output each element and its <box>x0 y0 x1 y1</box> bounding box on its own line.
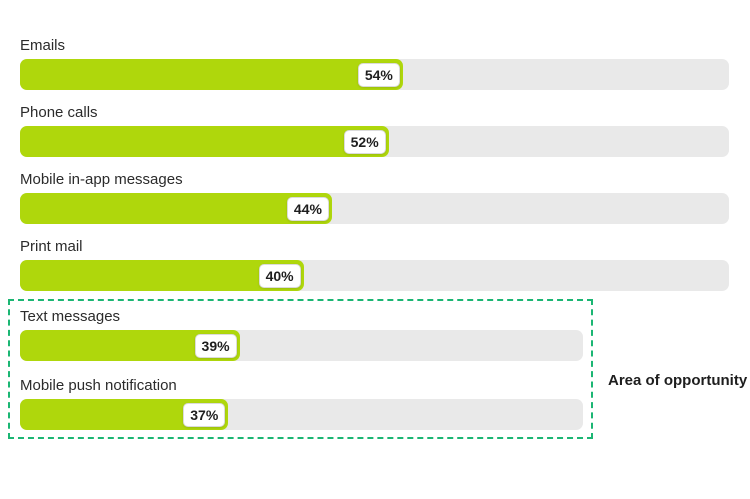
bar-fill: 52% <box>20 126 389 157</box>
bar-fill: 40% <box>20 260 304 291</box>
value-chip: 39% <box>194 333 237 358</box>
value-chip: 44% <box>286 196 329 221</box>
bar-track: 44% <box>20 193 729 224</box>
category-label: Phone calls <box>20 104 98 121</box>
bar-track: 37% <box>20 399 583 430</box>
bar-track: 52% <box>20 126 729 157</box>
bar-row: Mobile in-app messages 44% <box>20 171 729 224</box>
bar-row: Text messages 39% <box>20 308 583 361</box>
category-label: Print mail <box>20 238 83 255</box>
bar-track: 39% <box>20 330 583 361</box>
bar-fill: 44% <box>20 193 332 224</box>
bar-track: 40% <box>20 260 729 291</box>
bar-fill: 37% <box>20 399 229 430</box>
value-chip: 40% <box>258 263 301 288</box>
category-label: Mobile push notification <box>20 377 177 394</box>
bar-row: Mobile push notification 37% <box>20 377 583 430</box>
bar-row: Print mail 40% <box>20 238 729 291</box>
value-chip: 37% <box>183 402 226 427</box>
bar-row: Phone calls 52% <box>20 104 729 157</box>
category-label: Text messages <box>20 308 121 325</box>
category-label: Emails <box>20 37 66 54</box>
value-chip: 52% <box>343 129 386 154</box>
category-label: Mobile in-app messages <box>20 171 183 188</box>
bar-fill: 54% <box>20 59 403 90</box>
area-of-opportunity-outline <box>8 299 593 439</box>
bar-track: 54% <box>20 59 729 90</box>
bar-row: Emails 54% <box>20 37 729 90</box>
bar-fill: 39% <box>20 330 240 361</box>
value-chip: 54% <box>357 62 400 87</box>
area-of-opportunity-label: Area of opportunity <box>608 372 748 389</box>
